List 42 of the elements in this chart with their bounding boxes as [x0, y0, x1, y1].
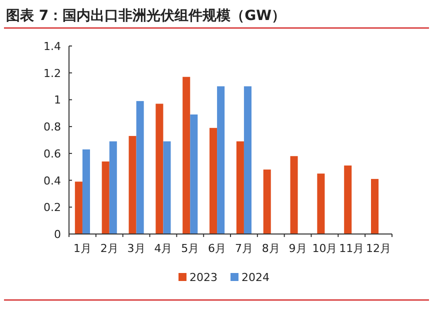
x-tick-label: 11月 [339, 242, 364, 255]
x-tick-label: 10月 [312, 242, 338, 255]
y-tick-label: 0 [54, 228, 61, 241]
x-tick-label: 1月 [73, 242, 92, 255]
y-tick-label: 1.4 [44, 40, 61, 53]
bar [109, 141, 117, 234]
bar [210, 128, 218, 234]
y-tick-label: 1.2 [44, 66, 61, 80]
y-tick-label: 1 [54, 94, 61, 107]
x-tick-label: 9月 [288, 242, 307, 255]
x-tick-label: 6月 [208, 242, 226, 255]
bar [244, 86, 252, 234]
bar [190, 114, 198, 234]
legend-label: 2024 [242, 271, 270, 284]
x-tick-label: 4月 [154, 242, 172, 255]
bar [371, 178, 379, 234]
legend-label: 2023 [190, 271, 218, 284]
y-tick-label: 0.4 [44, 174, 61, 188]
bar [156, 104, 164, 234]
x-tick-label: 12月 [366, 242, 392, 255]
bar [82, 149, 90, 234]
bar [236, 141, 244, 234]
x-tick-label: 7月 [234, 242, 253, 255]
bar [263, 170, 271, 234]
bar [102, 161, 110, 234]
x-tick-label: 3月 [127, 242, 146, 255]
chart-title: 图表 7：国内出口非洲光伏组件规模（GW） [6, 8, 286, 24]
y-tick-label: 0.6 [44, 147, 61, 160]
bar [136, 101, 144, 234]
x-tick-label: 8月 [262, 242, 280, 255]
y-tick-label: 0.2 [44, 201, 61, 214]
x-tick-label: 5月 [181, 242, 200, 255]
bar [344, 166, 352, 234]
bar [163, 141, 171, 234]
bar [128, 136, 136, 234]
bar [317, 174, 325, 234]
bar [74, 182, 82, 234]
bar [182, 76, 190, 234]
bar [217, 86, 225, 234]
x-tick-label: 2月 [100, 242, 118, 255]
y-tick-label: 0.8 [44, 120, 61, 134]
bar [290, 156, 298, 234]
